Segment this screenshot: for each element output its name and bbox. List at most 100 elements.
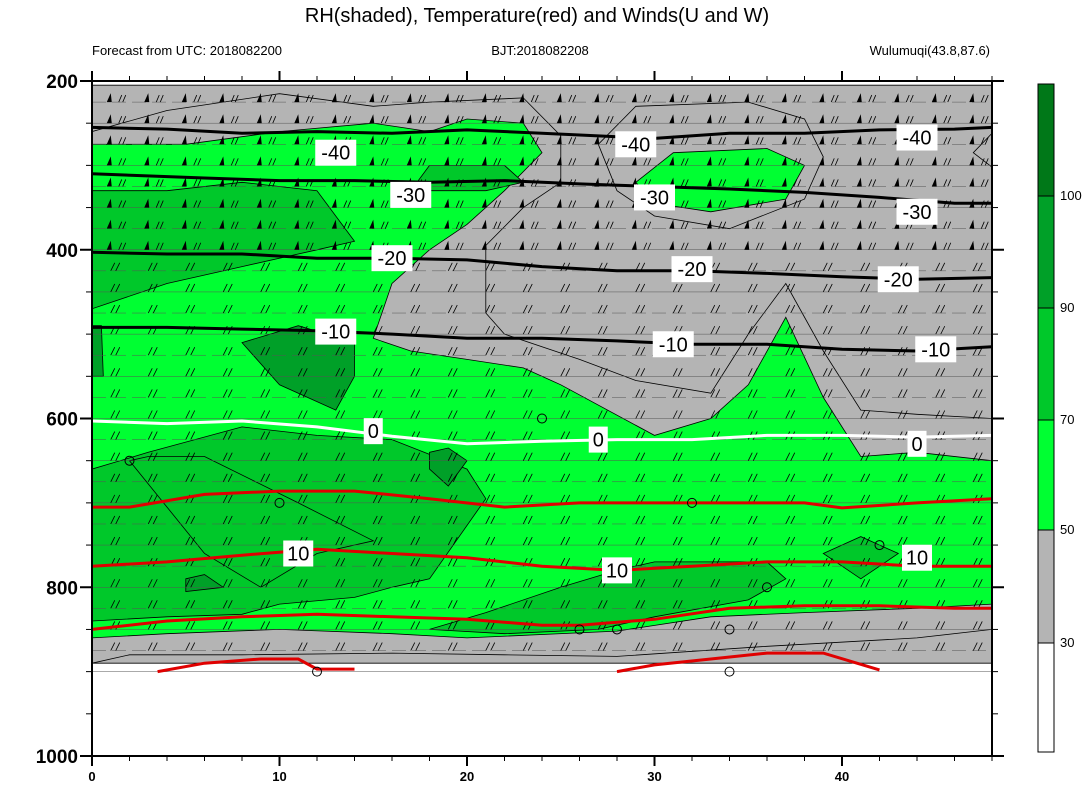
wind-barb xyxy=(369,156,375,166)
wind-barb xyxy=(931,93,937,103)
wind-barb xyxy=(935,368,946,377)
wind-barb xyxy=(643,158,652,166)
wind-barb xyxy=(969,177,975,187)
wind-barb xyxy=(972,621,983,630)
wind-barb xyxy=(481,240,487,250)
wind-barb xyxy=(935,304,946,314)
wind-barb xyxy=(597,389,608,398)
wind-barb xyxy=(931,156,937,166)
wind-barb xyxy=(935,389,946,398)
wind-barb xyxy=(635,557,646,567)
wind-barb xyxy=(222,347,233,356)
wind-barb xyxy=(335,515,346,525)
wind-barb xyxy=(260,262,271,272)
wind-barb xyxy=(147,389,158,398)
wind-barb xyxy=(297,368,308,377)
wind-barb xyxy=(193,200,202,208)
wind-barb xyxy=(335,262,346,272)
wind-barb xyxy=(110,452,121,461)
wind-barb xyxy=(522,347,533,356)
wind-barb xyxy=(856,135,862,145)
wind-barb xyxy=(185,368,196,377)
calm-circle xyxy=(724,624,735,635)
wind-barb xyxy=(230,221,239,229)
wind-barb xyxy=(755,179,764,187)
wind-barb xyxy=(144,198,150,208)
wind-barb xyxy=(635,473,646,482)
pressure-level-lines xyxy=(92,101,992,672)
wind-barb xyxy=(744,114,750,124)
wind-barb xyxy=(860,283,871,293)
wind-barb xyxy=(181,135,187,145)
wind-barb xyxy=(897,452,908,461)
colorbar-label: 50 xyxy=(1060,522,1074,537)
wind-barb xyxy=(781,93,787,103)
wind-barb xyxy=(744,198,750,208)
wind-barb xyxy=(597,473,608,482)
rh-shading xyxy=(92,84,992,664)
wind-barb xyxy=(519,114,525,124)
wind-barb xyxy=(406,114,412,124)
wind-barb xyxy=(185,452,196,461)
wind-barb xyxy=(781,198,787,208)
wind-barb xyxy=(522,642,533,651)
y-tick-label: 1000 xyxy=(36,747,78,768)
x-tick-label: 10 xyxy=(272,769,286,784)
wind-barb xyxy=(444,93,450,103)
wind-barb xyxy=(522,431,533,440)
wind-barb xyxy=(897,642,908,651)
wind-barb xyxy=(185,262,196,272)
wind-barb xyxy=(522,325,533,335)
wind-barb xyxy=(268,200,277,208)
wind-barb xyxy=(485,494,496,504)
wind-barb xyxy=(519,240,525,250)
wind-barb xyxy=(969,219,975,229)
wind-barb xyxy=(631,93,637,103)
isotherm-20-9 xyxy=(616,651,880,674)
wind-barb xyxy=(410,304,421,314)
wind-barb xyxy=(230,158,239,166)
wind-barb xyxy=(118,94,127,103)
wind-barb xyxy=(418,242,427,250)
wind-barb xyxy=(710,410,721,419)
isotherm-label-box xyxy=(283,540,314,567)
wind-barb xyxy=(335,283,346,293)
wind-barb xyxy=(260,473,271,482)
wind-barb xyxy=(935,262,946,272)
wind-barb xyxy=(530,200,539,208)
isotherm-label: -40 xyxy=(903,128,932,150)
wind-barb xyxy=(181,219,187,229)
wind-barb xyxy=(155,137,164,145)
wind-barb xyxy=(522,368,533,377)
wind-barb xyxy=(260,494,271,504)
wind-barb xyxy=(785,621,796,630)
wind-barb xyxy=(897,304,908,314)
wind-barb xyxy=(380,221,389,229)
wind-barb xyxy=(106,219,112,229)
wind-barb xyxy=(147,600,158,609)
wind-barb xyxy=(380,94,389,103)
wind-barb xyxy=(230,137,239,145)
wind-barb xyxy=(860,304,871,314)
wind-barb xyxy=(710,642,721,651)
wind-barb xyxy=(268,116,277,124)
wind-barb xyxy=(706,93,712,103)
wind-barb xyxy=(744,135,750,145)
wind-barb xyxy=(331,240,337,250)
wind-barb xyxy=(631,177,637,187)
wind-barb xyxy=(672,579,683,588)
wind-barb xyxy=(222,621,233,630)
wind-barb xyxy=(680,242,689,250)
wind-barb xyxy=(560,325,571,335)
wind-barb xyxy=(372,536,383,546)
wind-barb xyxy=(747,621,758,630)
wind-barb xyxy=(455,158,464,166)
wind-barb xyxy=(447,389,458,398)
wind-barb xyxy=(493,158,502,166)
wind-barb xyxy=(294,114,300,124)
wind-barb xyxy=(522,304,533,314)
wind-barb xyxy=(706,114,712,124)
wind-barb xyxy=(935,642,946,651)
wind-barb xyxy=(522,389,533,398)
